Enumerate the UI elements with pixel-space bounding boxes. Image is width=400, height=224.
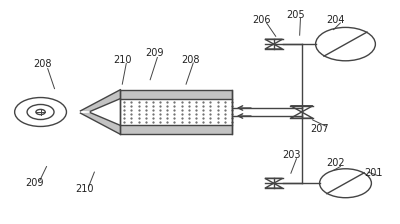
Polygon shape [265, 44, 282, 49]
Bar [120, 99, 232, 125]
Text: 208: 208 [33, 59, 52, 69]
Text: 204: 204 [326, 15, 345, 25]
Polygon shape [80, 113, 120, 134]
Text: 206: 206 [252, 15, 271, 25]
Polygon shape [80, 90, 120, 111]
Text: 202: 202 [326, 158, 345, 168]
Text: 209: 209 [25, 178, 44, 188]
Text: 209: 209 [145, 48, 164, 58]
Bar [120, 90, 232, 99]
Text: 207: 207 [310, 124, 329, 134]
Bar [120, 125, 232, 134]
Text: 210: 210 [75, 184, 94, 194]
Polygon shape [265, 39, 282, 44]
Text: 208: 208 [181, 55, 199, 65]
Polygon shape [290, 106, 313, 112]
Polygon shape [265, 178, 282, 183]
Text: 203: 203 [282, 150, 301, 160]
Polygon shape [265, 183, 282, 188]
Text: 210: 210 [113, 55, 132, 65]
Text: 205: 205 [286, 10, 305, 20]
Polygon shape [290, 112, 313, 118]
Text: 201: 201 [364, 168, 383, 178]
